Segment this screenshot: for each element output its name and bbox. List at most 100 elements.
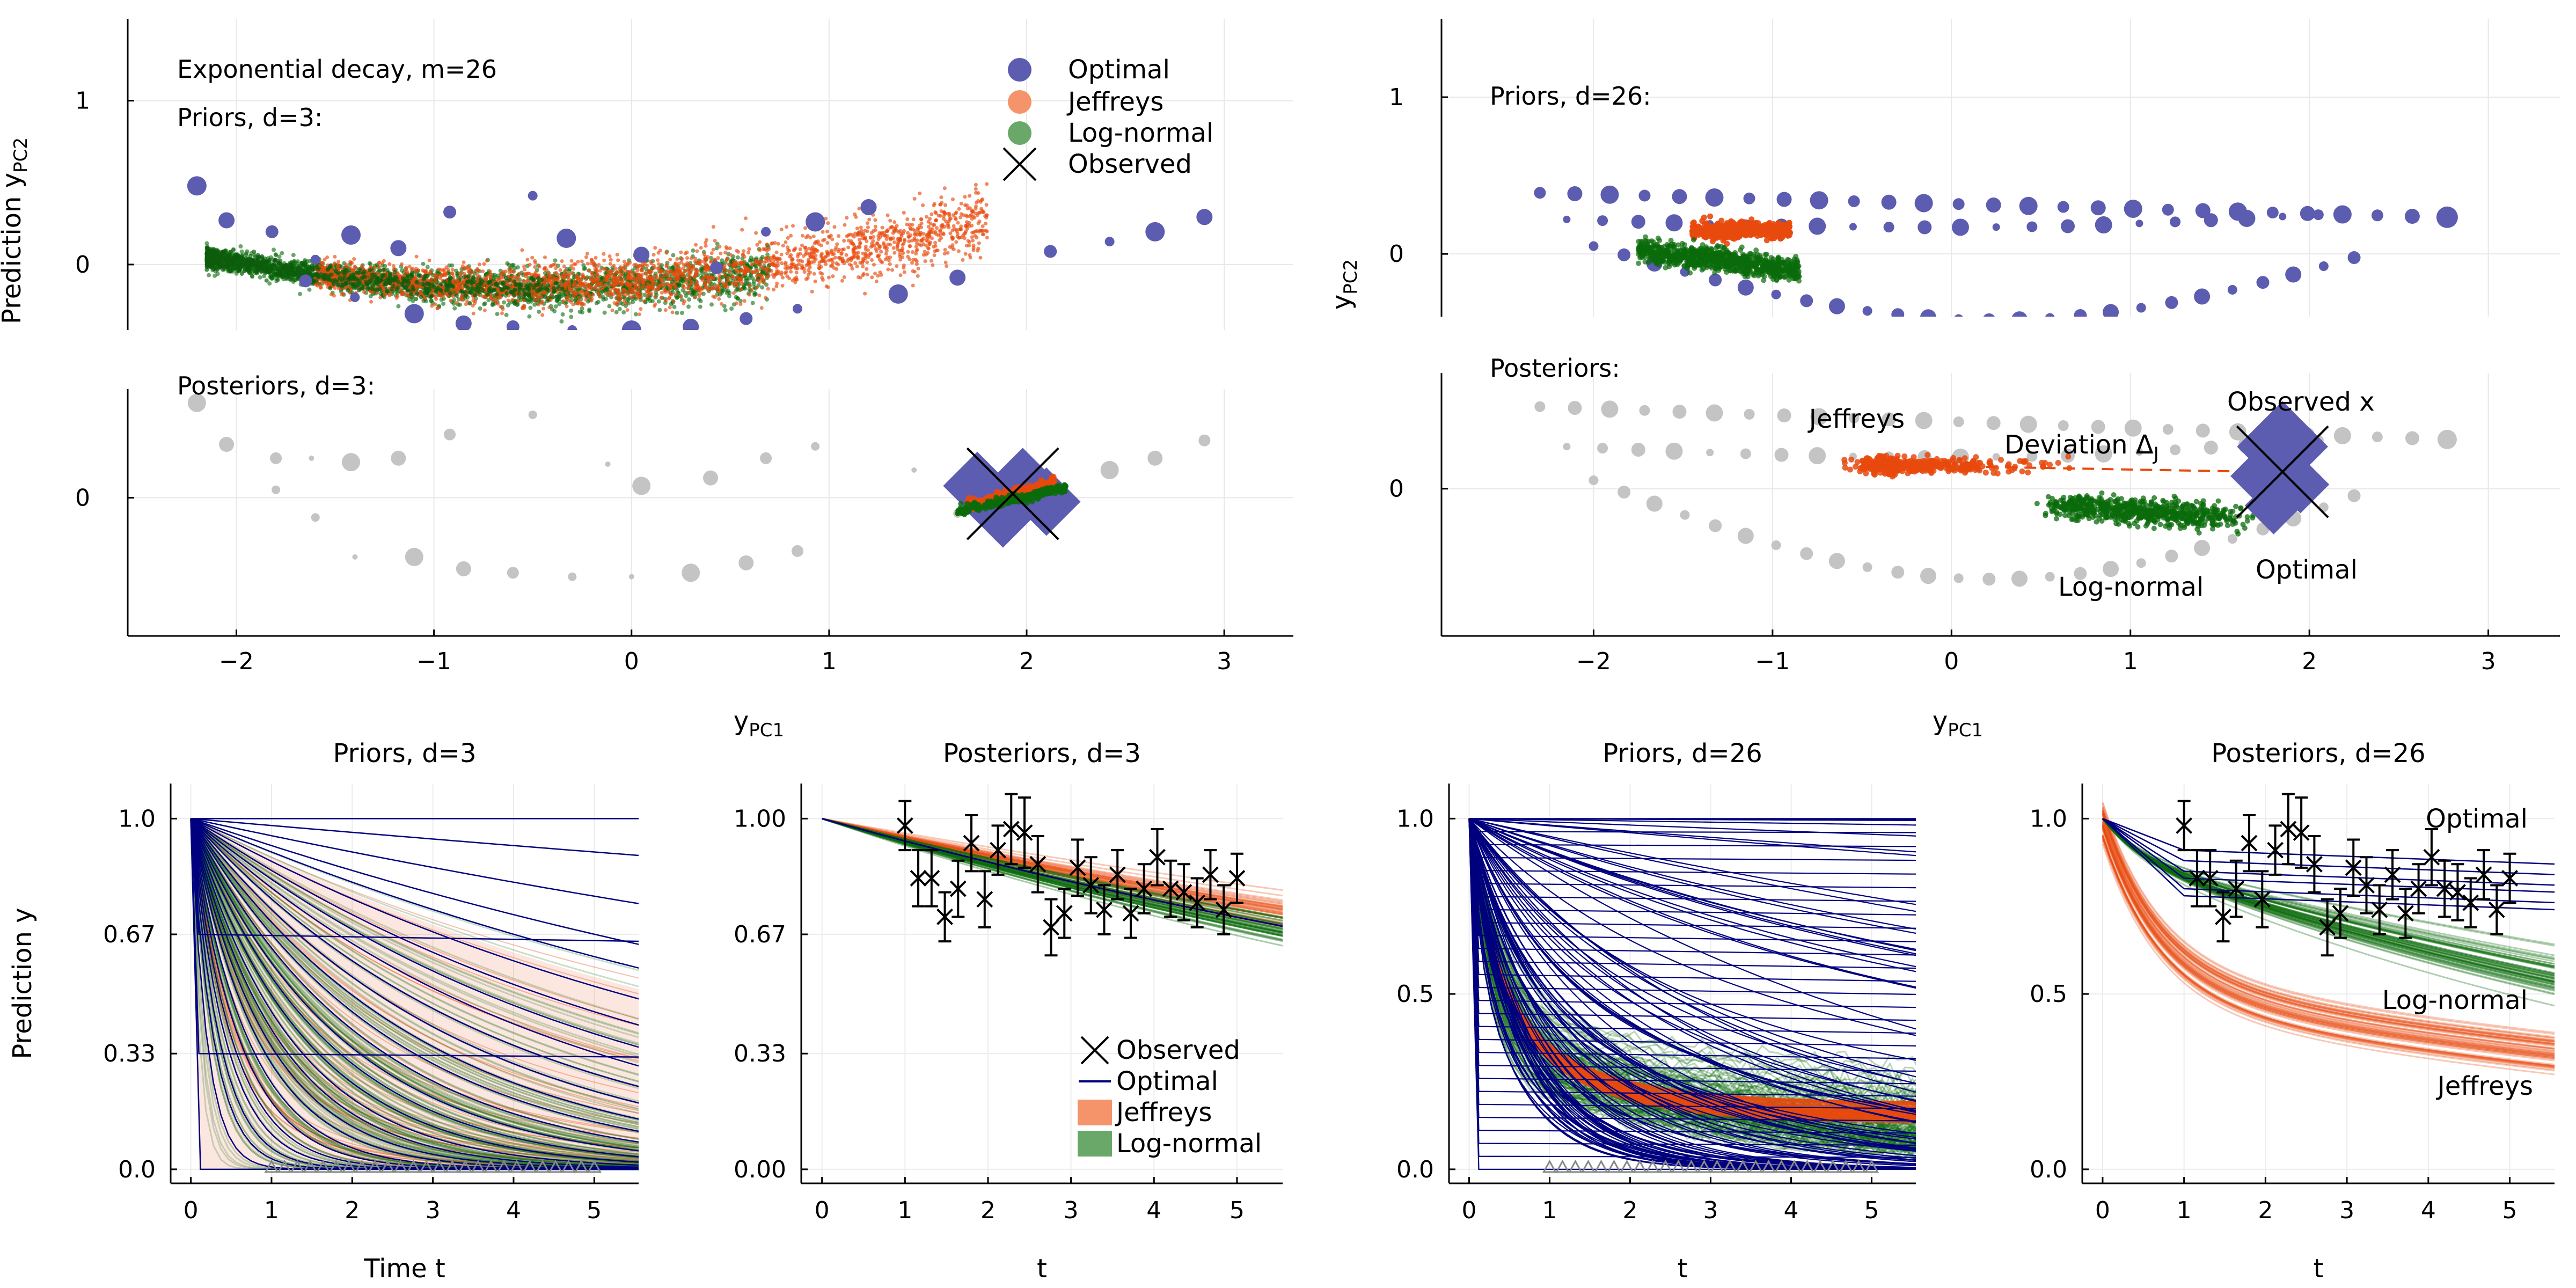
jeffreys-prior-cloud-point [896, 241, 900, 245]
jeffreys-prior-cloud-point [924, 215, 928, 219]
jeffreys-prior-cloud-point [462, 260, 466, 265]
jeffreys-prior-cloud-point [664, 251, 669, 255]
jeffreys-prior-cloud-point [499, 276, 503, 280]
jeffreys-prior-cloud-point [825, 241, 830, 245]
jeffreys-prior-cloud-point [606, 270, 610, 274]
lognormal-prior-cloud-point [738, 298, 743, 303]
jeffreys-prior-cloud-point [931, 263, 935, 267]
jeffreys-prior-cloud-point [485, 277, 488, 281]
jeffreys-prior-cloud-point [895, 237, 899, 241]
jeffreys-prior-cloud-point [943, 203, 947, 207]
jeffreys-prior-cloud-point [959, 201, 963, 206]
jeffreys-prior-cloud-point [855, 233, 860, 237]
jeffreys-prior-cloud-point [817, 266, 822, 270]
jeffreys-prior-cloud-point [646, 289, 650, 294]
jeffreys-prior-cloud-point [861, 265, 865, 269]
jeffreys-prior-cloud-point [636, 290, 641, 294]
jeffreys-prior-cloud-point [829, 258, 833, 262]
jeffreys-prior-cloud-point [332, 294, 336, 298]
jeffreys-prior-cloud-point [650, 282, 655, 286]
jeffreys-prior-cloud-point [633, 290, 638, 295]
jeffreys-prior-cloud-point [525, 279, 530, 283]
jeffreys-prior-cloud-point [803, 226, 807, 230]
jeffreys-prior-cloud-point [948, 217, 952, 222]
lognormal-prior-cloud-point [686, 304, 691, 309]
jeffreys-prior-cloud-point [812, 272, 816, 276]
jeffreys-prior-cloud-point [449, 298, 453, 303]
jeffreys-prior-cloud-point [974, 182, 978, 187]
jeffreys-prior-cloud-point [735, 275, 739, 280]
jeffreys-prior-cloud-point [976, 248, 980, 253]
jeffreys-prior-cloud-point [516, 299, 520, 303]
jeffreys-prior-cloud-point [622, 259, 626, 264]
jeffreys-prior-cloud-point [848, 262, 852, 267]
jeffreys-prior-cloud-point [620, 272, 624, 276]
jeffreys-prior-cloud-point [400, 262, 404, 266]
jeffreys-prior-cloud-point [857, 244, 861, 248]
jeffreys-prior-cloud-point [916, 230, 920, 235]
jeffreys-prior-cloud-point [738, 302, 743, 306]
jeffreys-prior-cloud-point [823, 238, 826, 242]
jeffreys-prior-cloud-point [916, 227, 920, 231]
jeffreys-prior-cloud-point [964, 223, 968, 228]
jeffreys-prior-cloud-point [800, 233, 804, 238]
jeffreys-prior-cloud-point [725, 246, 729, 251]
jeffreys-prior-cloud-point [965, 226, 969, 231]
lognormal-prior-cloud-point [421, 298, 426, 303]
jeffreys-prior-cloud-point [565, 304, 569, 309]
jeffreys-prior-cloud-point [735, 248, 739, 253]
lognormal-prior-cloud-point [603, 297, 608, 302]
jeffreys-prior-cloud-point [601, 286, 605, 290]
x-axis-label-sub: PC1 [749, 720, 784, 741]
jeffreys-prior-cloud-point [840, 279, 844, 283]
jeffreys-prior-cloud-point [640, 273, 644, 277]
jeffreys-prior-cloud-point [952, 224, 956, 228]
jeffreys-prior-cloud-point [971, 243, 976, 247]
jeffreys-prior-cloud-point [541, 306, 546, 311]
jeffreys-prior-cloud-point [584, 298, 588, 302]
jeffreys-prior-cloud-point [898, 238, 903, 243]
jeffreys-prior-cloud-point [843, 223, 847, 227]
jeffreys-prior-cloud-point [380, 261, 385, 265]
jeffreys-prior-cloud-point [797, 262, 801, 266]
jeffreys-prior-cloud-point [561, 299, 566, 303]
grid [128, 19, 1293, 636]
jeffreys-prior-cloud-point [865, 267, 869, 271]
jeffreys-prior-cloud-point [649, 275, 653, 280]
jeffreys-prior-cloud-point [719, 302, 723, 306]
jeffreys-prior-cloud-point [613, 275, 617, 280]
jeffreys-prior-cloud-point [861, 272, 866, 276]
jeffreys-prior-cloud-point [598, 269, 602, 273]
jeffreys-prior-cloud-point [659, 296, 663, 300]
jeffreys-prior-cloud-point [942, 217, 946, 221]
jeffreys-prior-cloud-point [524, 274, 528, 279]
jeffreys-prior-cloud-point [657, 262, 661, 266]
lognormal-prior-cloud-point [276, 277, 281, 282]
jeffreys-prior-cloud-point [497, 294, 502, 298]
jeffreys-prior-cloud-point [855, 226, 859, 231]
jeffreys-prior-cloud-point [679, 295, 683, 299]
jeffreys-prior-cloud-point [378, 296, 383, 299]
jeffreys-prior-cloud-point [684, 280, 688, 284]
jeffreys-prior-cloud-point [632, 263, 636, 267]
jeffreys-prior-cloud-point [939, 195, 943, 200]
jeffreys-prior-cloud-point [845, 234, 849, 238]
jeffreys-prior-cloud-point [586, 261, 590, 266]
lognormal-prior-cloud-point [478, 306, 482, 311]
jeffreys-prior-cloud-point [619, 268, 623, 272]
jeffreys-prior-cloud-point [516, 275, 521, 280]
jeffreys-prior-cloud-point [755, 286, 759, 290]
jeffreys-prior-cloud-point [525, 258, 530, 262]
lognormal-prior-cloud-point [411, 298, 415, 303]
lognormal-prior-cloud-point [720, 288, 725, 293]
jeffreys-prior-cloud-point [892, 240, 896, 244]
jeffreys-prior-cloud-point [520, 248, 524, 252]
jeffreys-prior-cloud-point [475, 268, 480, 272]
jeffreys-prior-cloud-point [800, 243, 804, 247]
lognormal-prior-cloud-point [607, 304, 612, 309]
jeffreys-prior-cloud-point [716, 256, 720, 260]
jeffreys-prior-cloud-point [807, 246, 811, 251]
jeffreys-prior-cloud-point [694, 270, 698, 274]
